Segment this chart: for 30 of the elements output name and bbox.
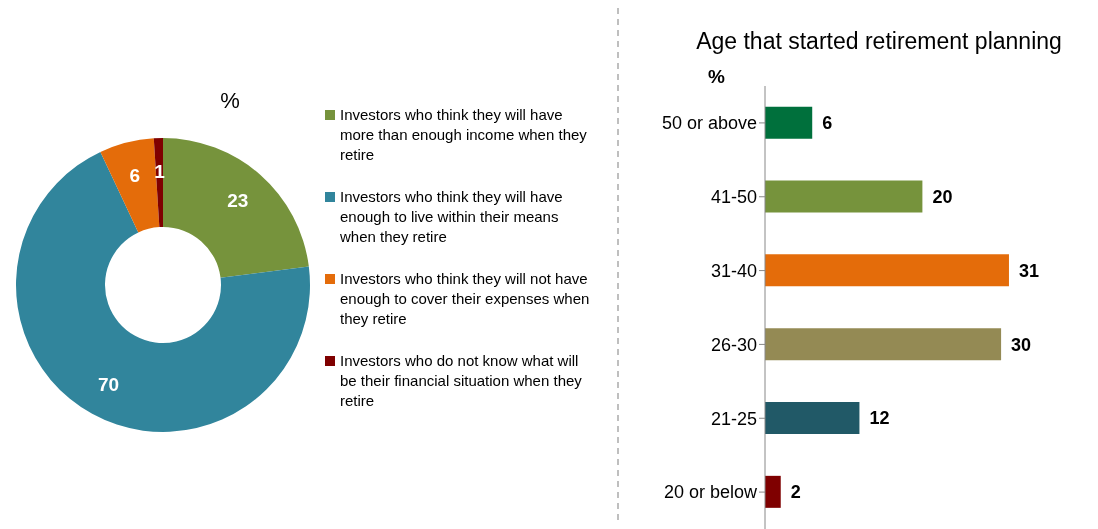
y-tick-label: 21-25 (710, 408, 757, 429)
legend-label: Investors who do not know what will be their financial situation when they retire (340, 351, 583, 411)
y-tick-label: 31-40 (710, 260, 757, 281)
y-tick-label: 20 or below (663, 482, 758, 503)
donut-slice (16, 151, 310, 432)
y-tick-label: 50 or above (661, 113, 757, 134)
bar (765, 475, 781, 508)
data-label: 6 (822, 113, 833, 134)
legend-label: Investors who think they will have more than enough income when they retire (340, 105, 588, 165)
bar (765, 180, 923, 213)
data-label: 20 (932, 186, 953, 207)
data-label: 23 (227, 189, 249, 211)
x-axis-title: % (708, 66, 725, 88)
data-label: 2 (790, 482, 801, 503)
y-tick-label: 26-30 (710, 334, 757, 355)
data-label: 30 (1011, 334, 1032, 355)
y-tick-label: 41-50 (710, 187, 757, 208)
bar (765, 402, 860, 435)
bar (765, 106, 813, 139)
donut-slice (163, 138, 309, 278)
data-label: 12 (869, 408, 890, 429)
legend-label: Investors who think they will not have enough to cover their expenses when they retire (340, 269, 590, 329)
data-label: 70 (97, 373, 120, 395)
data-label: 31 (1018, 260, 1039, 281)
bar (765, 328, 1002, 361)
chart-title: Age that started retirement planning (695, 28, 1063, 55)
chart-title: % (219, 88, 241, 114)
legend-label: Investors who think they will have enough to live within their means when they retire (340, 187, 564, 247)
data-label: 6 (129, 164, 141, 186)
bar (765, 254, 1009, 287)
